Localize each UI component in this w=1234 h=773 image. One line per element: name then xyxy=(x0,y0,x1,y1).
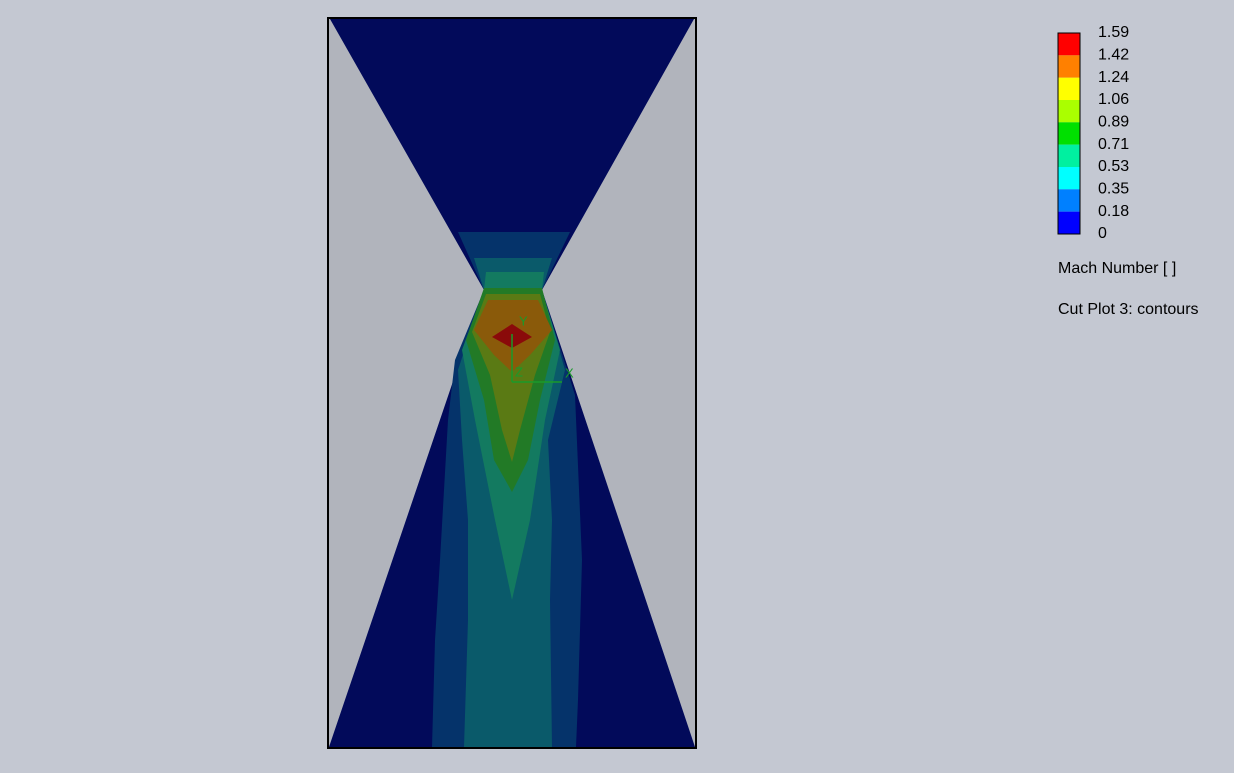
legend-tick-label: 0.71 xyxy=(1098,136,1129,153)
legend-band xyxy=(1058,55,1080,78)
legend-band xyxy=(1058,33,1080,56)
legend-tick-label: 1.24 xyxy=(1098,69,1129,86)
legend-band xyxy=(1058,189,1080,212)
legend-band xyxy=(1058,77,1080,100)
legend-band xyxy=(1058,100,1080,123)
legend-quantity: Mach Number [ ] xyxy=(1058,260,1176,277)
triad xyxy=(511,334,562,383)
legend-tick-label: 1.06 xyxy=(1098,91,1129,108)
triad-label: Y xyxy=(519,313,528,328)
legend-band xyxy=(1058,144,1080,167)
legend-tick-label: 0.89 xyxy=(1098,114,1129,131)
legend-band xyxy=(1058,122,1080,145)
triad-label: X xyxy=(565,365,574,380)
legend-tick-label: 1.59 xyxy=(1098,24,1129,41)
legend-tick-label: 0.53 xyxy=(1098,158,1129,175)
legend-plot: Cut Plot 3: contours xyxy=(1058,301,1199,318)
legend-tick-label: 0.18 xyxy=(1098,203,1129,220)
legend-tick-label: 1.42 xyxy=(1098,47,1129,64)
legend-band xyxy=(1058,167,1080,190)
legend-tick-label: 0 xyxy=(1098,225,1107,242)
triad-label: Z xyxy=(515,364,523,379)
legend-border xyxy=(1057,32,1081,235)
legend-band xyxy=(1058,211,1080,234)
legend-tick-label: 0.35 xyxy=(1098,181,1129,198)
